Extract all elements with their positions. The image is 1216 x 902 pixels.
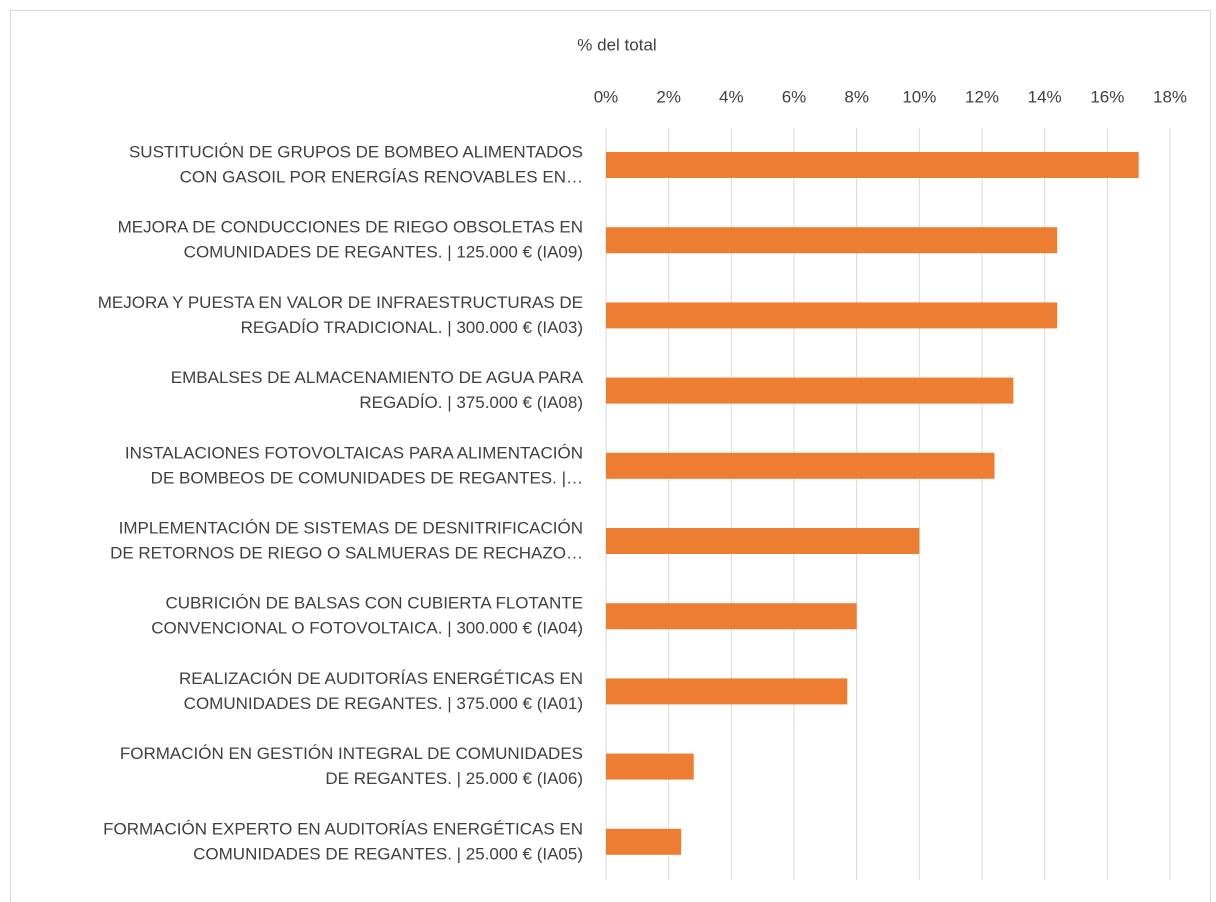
bar [606,753,694,780]
bar [606,828,682,855]
x-tick-label: 8% [844,87,869,106]
y-tick-label: DE BOMBEOS DE COMUNIDADES DE REGANTES. |… [151,468,583,487]
y-tick-label: MEJORA DE CONDUCCIONES DE RIEGO OBSOLETA… [118,218,583,237]
x-tick-label: 2% [656,87,681,106]
y-tick-label: SUSTITUCIÓN DE GRUPOS DE BOMBEO ALIMENTA… [129,142,583,161]
y-tick-label: DE REGANTES. | 25.000 € (IA06) [325,769,583,788]
y-tick-label: DE RETORNOS DE RIEGO O SALMUERAS DE RECH… [110,543,583,562]
x-tick-label: 12% [965,87,999,106]
y-tick-label: CUBRICIÓN DE BALSAS CON CUBIERTA FLOTANT… [165,594,583,613]
y-tick-label: CON GASOIL POR ENERGÍAS RENOVABLES EN… [180,167,583,186]
y-tick-label: IMPLEMENTACIÓN DE SISTEMAS DE DESNITRIFI… [119,518,583,537]
y-tick-label: INSTALACIONES FOTOVOLTAICAS PARA ALIMENT… [125,443,583,462]
x-tick-label: 6% [782,87,807,106]
y-tick-label: CONVENCIONAL O FOTOVOLTAICA. | 300.000 €… [151,619,583,638]
y-tick-label: REALIZACIÓN DE AUDITORÍAS ENERGÉTICAS EN [179,669,583,688]
x-tick-label: 14% [1028,87,1062,106]
bar [606,302,1058,329]
bar [606,377,1014,404]
y-tick-label: FORMACIÓN EXPERTO EN AUDITORÍAS ENERGÉTI… [103,819,583,838]
x-tick-label: 0% [594,87,619,106]
y-tick-label: MEJORA Y PUESTA EN VALOR DE INFRAESTRUCT… [98,293,583,312]
bar [606,528,920,554]
y-tick-label: REGADÍO TRADICIONAL. | 300.000 € (IA03) [241,318,583,337]
chart-frame [10,10,1211,902]
bar [606,452,995,479]
bar [606,227,1058,254]
bar [606,678,848,705]
y-tick-label: FORMACIÓN EN GESTIÓN INTEGRAL DE COMUNID… [120,744,583,763]
bar [606,603,857,630]
x-tick-label: 18% [1153,87,1187,106]
bar [606,152,1139,178]
x-tick-label: 10% [902,87,936,106]
x-tick-label: 16% [1090,87,1124,106]
y-tick-label: COMUNIDADES DE REGANTES. | 375.000 € (IA… [184,694,583,713]
y-tick-label: REGADÍO. | 375.000 € (IA08) [359,393,583,412]
y-tick-label: COMUNIDADES DE REGANTES. | 25.000 € (IA0… [193,844,583,863]
y-tick-label: EMBALSES DE ALMACENAMIENTO DE AGUA PARA [171,368,584,387]
y-tick-label: COMUNIDADES DE REGANTES. | 125.000 € (IA… [184,243,583,262]
axis-title: % del total [577,35,656,54]
x-tick-label: 4% [719,87,744,106]
